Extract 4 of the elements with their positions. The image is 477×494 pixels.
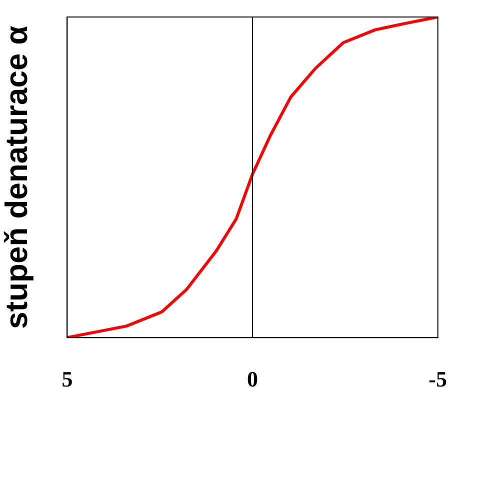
x-tick-label: -5 — [428, 366, 447, 392]
x-tick-label: 5 — [62, 366, 73, 392]
y-axis-title: stupeň denaturace α — [0, 26, 34, 329]
x-tick-label: 0 — [247, 366, 258, 392]
